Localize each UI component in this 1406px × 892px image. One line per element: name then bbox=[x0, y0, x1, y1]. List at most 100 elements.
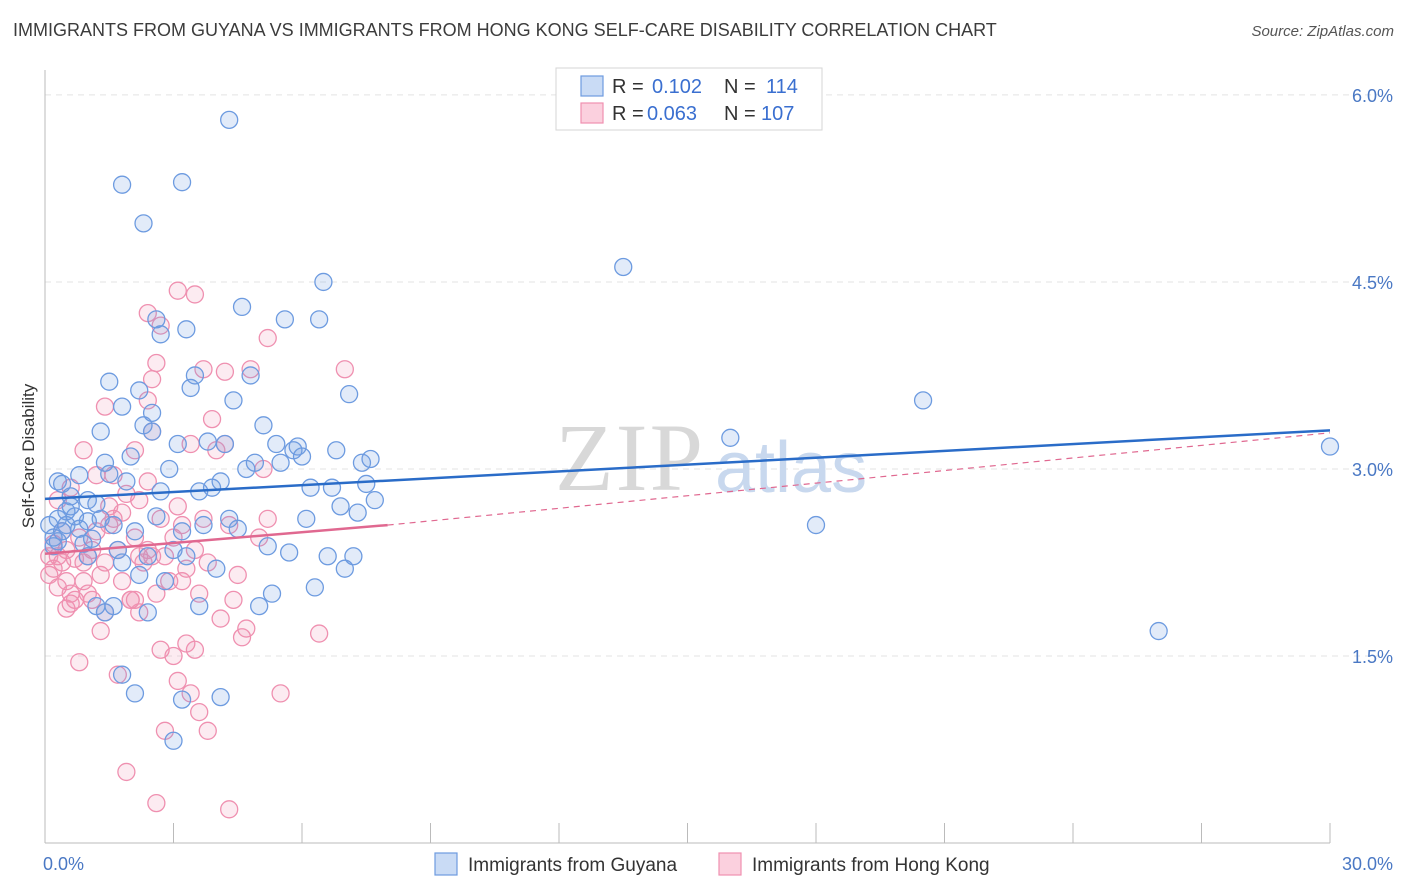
guyana-point bbox=[220, 110, 239, 130]
guyana-trend-line bbox=[44, 429, 1331, 501]
guyana-point bbox=[177, 320, 196, 339]
hongkong-point bbox=[70, 653, 89, 672]
source-credit: Source: ZipAtlas.com bbox=[1251, 23, 1394, 40]
guyana-point bbox=[1149, 621, 1168, 641]
guyana-point bbox=[130, 565, 149, 585]
legend-hongkong-r-label: R = bbox=[612, 103, 644, 125]
bottom-legend: Immigrants from Guyana Immigrants from H… bbox=[434, 852, 990, 876]
x-tick-label: 30.0% bbox=[1342, 854, 1393, 874]
hongkong-point bbox=[190, 584, 209, 603]
hongkong-point bbox=[172, 572, 192, 591]
hongkong-point bbox=[125, 590, 145, 610]
guyana-point bbox=[134, 214, 153, 233]
guyana-point bbox=[262, 584, 282, 603]
hongkong-point bbox=[112, 572, 132, 591]
hongkong-point bbox=[224, 590, 243, 610]
guyana-point bbox=[348, 503, 367, 522]
y-tick-label: 3.0% bbox=[1352, 460, 1393, 480]
guyana-point bbox=[172, 522, 192, 541]
guyana-point bbox=[211, 472, 230, 491]
guyana-point bbox=[211, 687, 230, 707]
guyana-point bbox=[357, 474, 376, 494]
guyana-point bbox=[224, 391, 243, 410]
hongkong-point bbox=[185, 285, 205, 304]
y-tick-label: 4.5% bbox=[1352, 273, 1393, 293]
guyana-point bbox=[142, 422, 162, 441]
guyana-point bbox=[228, 519, 247, 538]
guyana-point bbox=[130, 381, 149, 400]
guyana-point bbox=[78, 547, 97, 566]
hongkong-point bbox=[211, 609, 230, 628]
guyana-point bbox=[322, 478, 342, 497]
guyana-point bbox=[177, 547, 196, 566]
hongkong-point bbox=[168, 281, 187, 300]
guyana-point bbox=[185, 366, 205, 385]
hongkong-point bbox=[232, 628, 252, 647]
guyana-point bbox=[721, 428, 740, 447]
guyana-point bbox=[121, 447, 140, 466]
guyana-point bbox=[913, 391, 933, 410]
x-tick-label: 0.0% bbox=[43, 854, 84, 874]
legend-box: R = 0.102 N = 114 R = 0.063 N = 107 bbox=[555, 67, 823, 131]
guyana-point bbox=[112, 397, 132, 416]
guyana-point bbox=[254, 416, 273, 435]
guyana-point bbox=[138, 547, 157, 566]
hongkong-point bbox=[172, 515, 192, 535]
hongkong-point bbox=[258, 509, 277, 528]
guyana-point bbox=[194, 515, 213, 535]
guyana-point bbox=[117, 472, 136, 491]
guyana-point bbox=[147, 507, 166, 526]
hongkong-point bbox=[309, 624, 329, 643]
guyana-point bbox=[172, 690, 192, 709]
guyana-point bbox=[245, 453, 265, 472]
guyana-point bbox=[142, 403, 162, 423]
guyana-point bbox=[215, 434, 235, 454]
guyana-point bbox=[365, 490, 384, 510]
guyana-point bbox=[100, 372, 119, 391]
guyana-point bbox=[309, 310, 329, 329]
guyana-point bbox=[104, 596, 123, 616]
guyana-point bbox=[318, 547, 337, 566]
guyana-point bbox=[250, 596, 269, 616]
bottom-legend-hongkong-swatch bbox=[718, 852, 742, 876]
hongkong-point bbox=[202, 409, 222, 429]
guyana-point bbox=[168, 434, 187, 454]
guyana-point bbox=[1320, 437, 1340, 456]
hongkong-point bbox=[220, 800, 239, 819]
guyana-point bbox=[190, 596, 209, 616]
guyana-point bbox=[95, 453, 115, 472]
guyana-point bbox=[112, 175, 132, 194]
hongkong-point bbox=[74, 441, 93, 460]
hongkong-point bbox=[108, 665, 127, 684]
legend-guyana-n-value: 114 bbox=[766, 76, 798, 98]
hongkong-point bbox=[237, 619, 256, 638]
guyana-point bbox=[241, 366, 260, 385]
hongkong-point bbox=[121, 590, 140, 610]
hongkong-point bbox=[258, 328, 277, 348]
legend-hongkong-n-label: N = bbox=[724, 103, 756, 125]
guyana-point bbox=[91, 422, 110, 441]
legend-hongkong-r-value: 0.063 bbox=[647, 103, 697, 125]
guyana-point bbox=[339, 385, 359, 404]
trend-lines bbox=[44, 429, 1331, 555]
hongkong-point bbox=[185, 640, 205, 659]
hongkong-point bbox=[198, 721, 217, 740]
hongkong-point bbox=[147, 584, 166, 603]
guyana-point bbox=[172, 173, 192, 192]
guyana-point bbox=[91, 509, 110, 528]
hongkong-point bbox=[65, 590, 85, 610]
guyana-point bbox=[292, 447, 312, 466]
bottom-legend-hongkong-label: Immigrants from Hong Kong bbox=[752, 855, 990, 876]
guyana-point bbox=[100, 464, 119, 484]
hongkong-point bbox=[194, 509, 213, 528]
legend-guyana-swatch bbox=[580, 75, 604, 97]
guyana-point bbox=[288, 437, 307, 456]
hongkong-point bbox=[215, 362, 235, 381]
y-tick-label: 6.0% bbox=[1352, 86, 1393, 106]
watermark-atlas: atlas bbox=[715, 428, 867, 508]
guyana-point bbox=[361, 449, 380, 469]
hongkong-point bbox=[147, 793, 166, 813]
watermark: ZIP atlas bbox=[555, 404, 867, 511]
legend-hongkong-n-value: 107 bbox=[761, 103, 794, 125]
